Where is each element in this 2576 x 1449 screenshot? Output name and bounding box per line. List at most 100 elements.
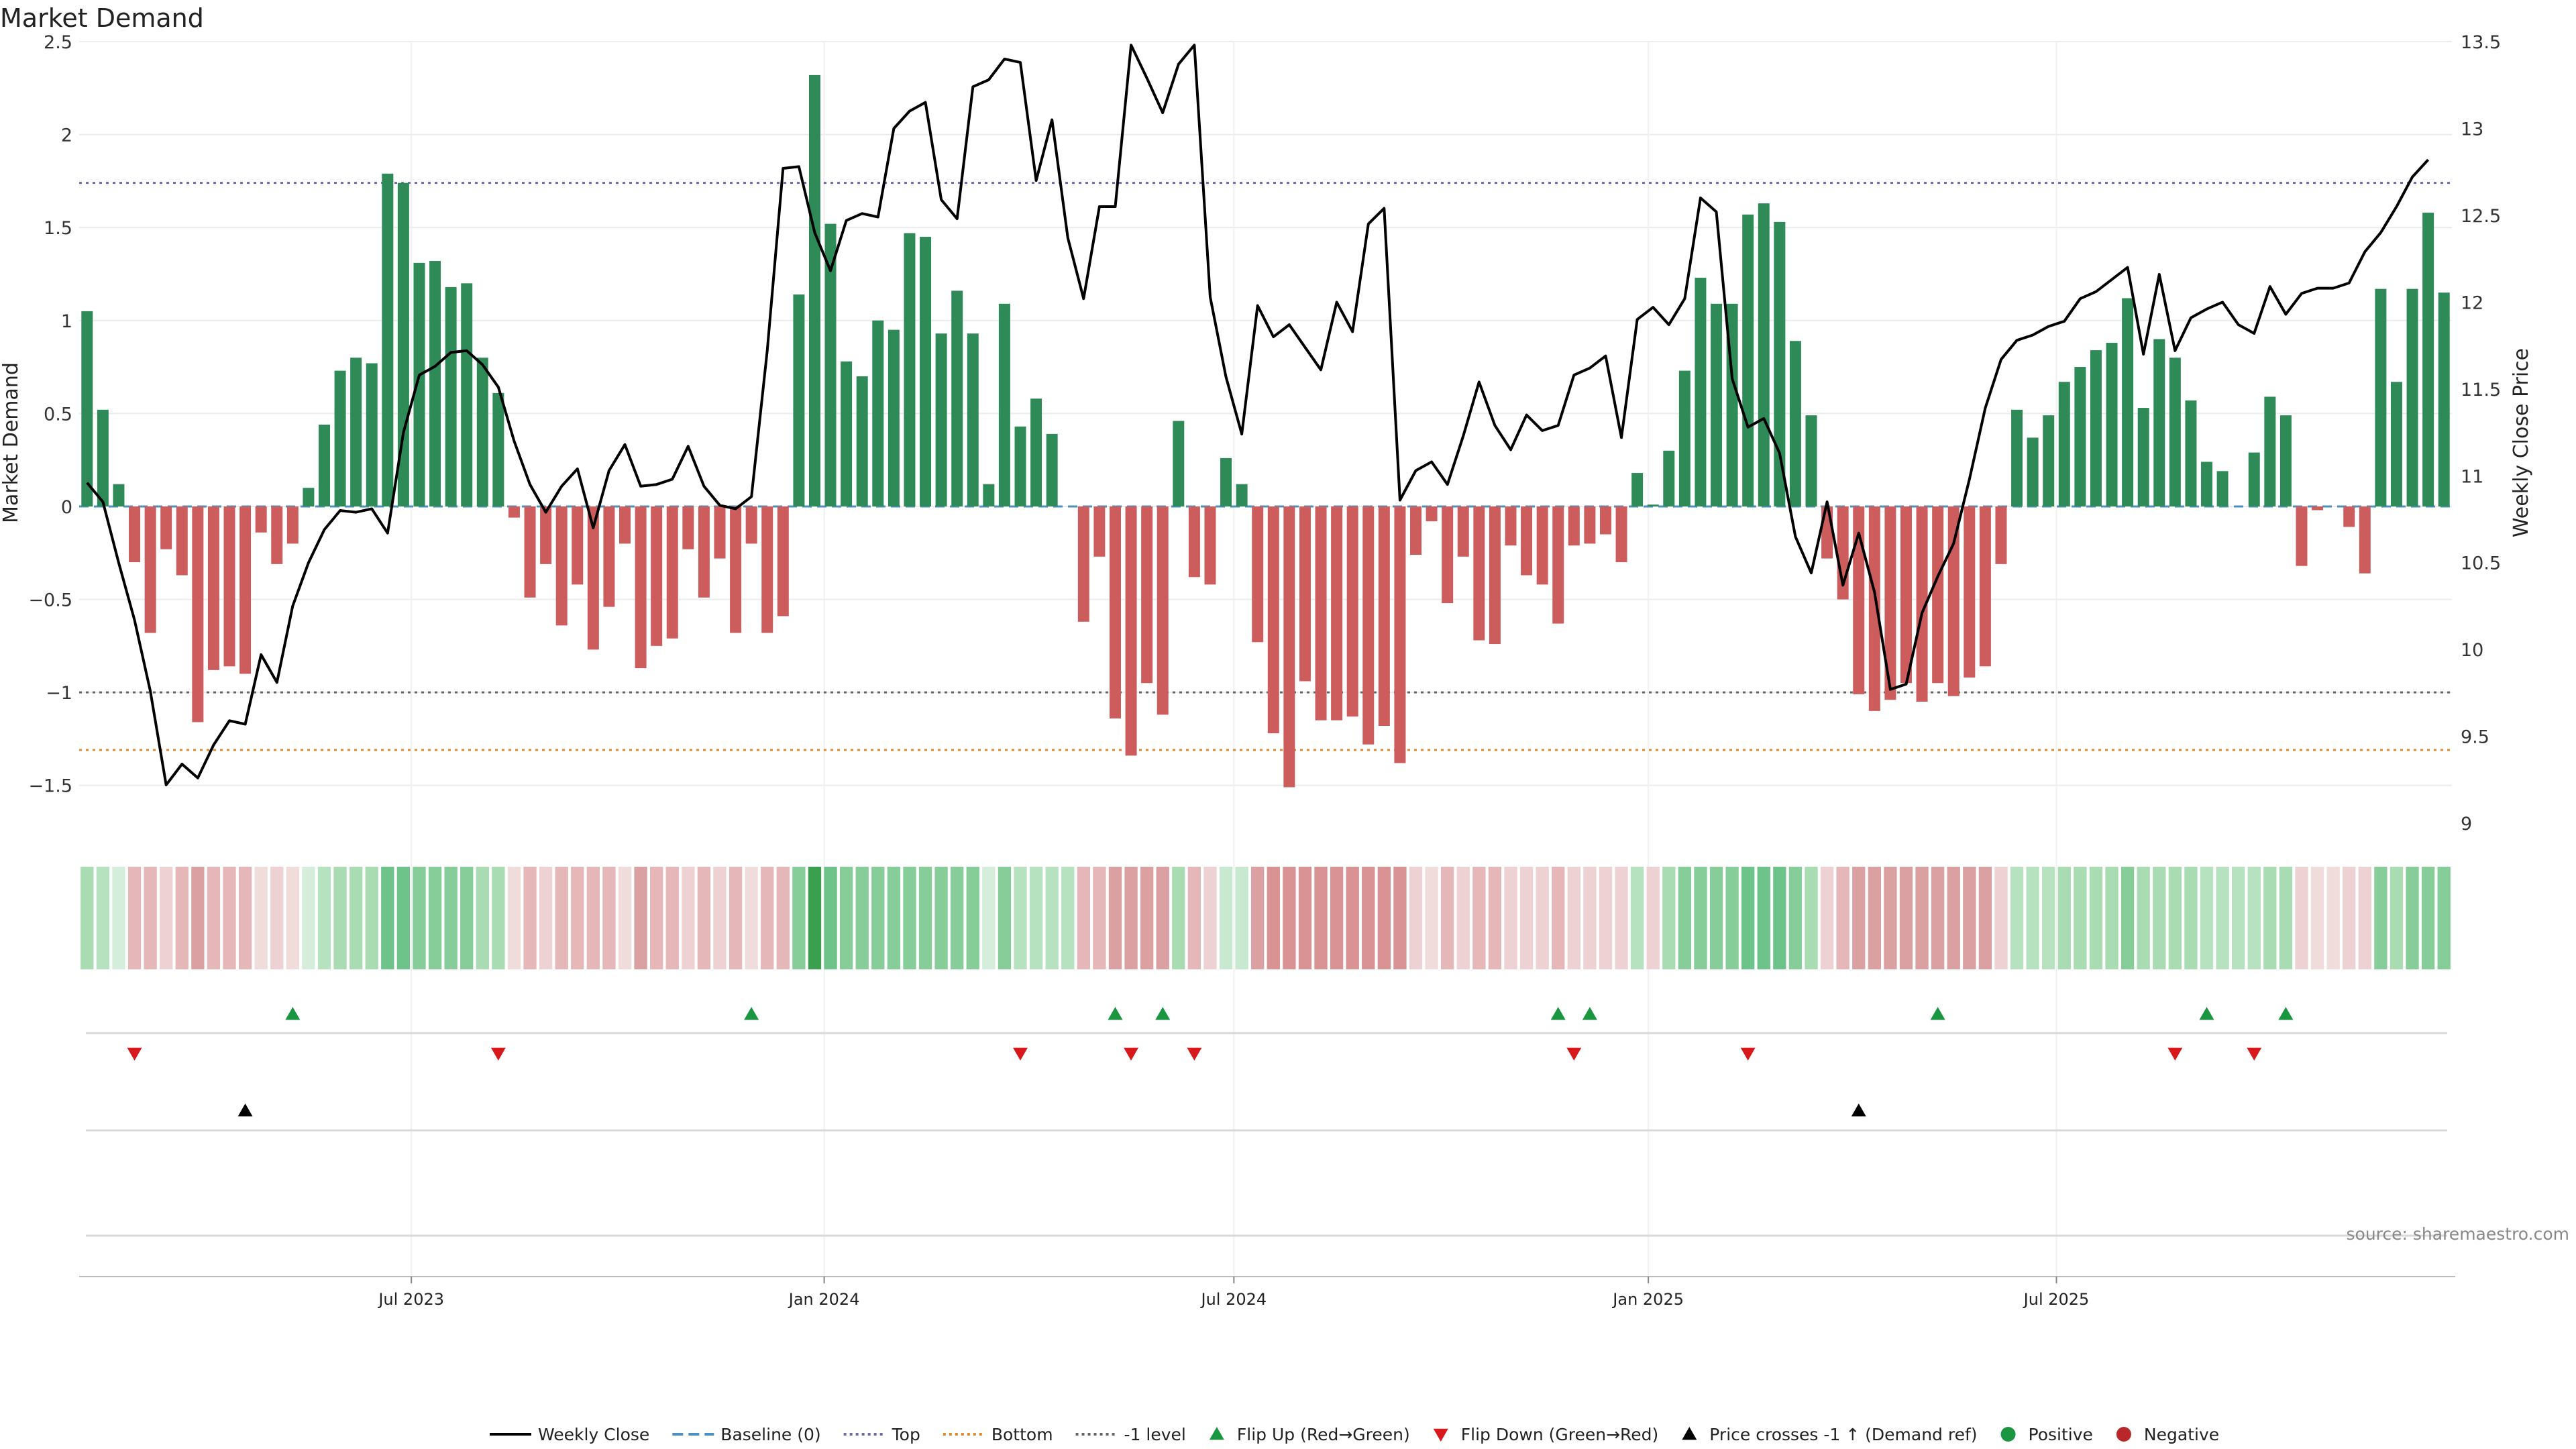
strip-cell <box>523 867 537 969</box>
demand-bar <box>935 333 947 506</box>
strip-cell <box>1472 867 1486 969</box>
strip-cell <box>476 867 489 969</box>
demand-bar <box>2390 382 2402 506</box>
demand-bar <box>303 488 315 506</box>
legend-item: -1 level <box>1075 1425 1186 1444</box>
demand-bar <box>2312 506 2324 511</box>
strip-cell <box>761 867 774 969</box>
demand-bar <box>1663 450 1675 506</box>
demand-bar <box>413 262 425 506</box>
demand-bar <box>777 506 789 616</box>
demand-bar <box>1125 506 1137 756</box>
strip-cell <box>2232 867 2245 969</box>
strip-cell <box>2074 867 2087 969</box>
strip-cell <box>1599 867 1613 969</box>
demand-bar <box>1995 506 2007 564</box>
demand-bar <box>1884 506 1896 700</box>
demand-bar <box>2043 415 2055 506</box>
demand-bar <box>2153 339 2165 506</box>
demand-bar <box>603 506 615 607</box>
demand-bar <box>1457 506 1469 557</box>
y-tick-label: 1 <box>61 311 72 332</box>
strip-cell <box>1519 867 1534 969</box>
strip-cell <box>1441 867 1454 969</box>
demand-bar <box>2375 288 2387 506</box>
legend-item: Positive <box>2000 1425 2093 1444</box>
strip-cell <box>2326 867 2340 969</box>
flip-down-marker <box>1740 1047 1756 1061</box>
strip-cell <box>2358 867 2371 969</box>
legend-item: Flip Up (Red→Green) <box>1209 1425 1410 1444</box>
strip-cell <box>1488 867 1502 969</box>
demand-bar <box>508 506 520 518</box>
demand-bar <box>808 74 820 506</box>
demand-bar <box>2248 452 2260 506</box>
demand-bar <box>1173 421 1185 506</box>
demand-bar <box>1442 506 1454 604</box>
strip-cell <box>824 867 837 969</box>
demand-bar <box>2406 288 2418 506</box>
strip-cell <box>1552 867 1565 969</box>
demand-bar <box>2359 506 2371 574</box>
demand-bar <box>888 329 900 506</box>
demand-bar <box>2279 415 2292 506</box>
source-note: source: sharemaestro.com <box>2347 1224 2570 1244</box>
strip-cell <box>665 867 679 969</box>
y2-tick-label: 9.5 <box>2461 727 2489 748</box>
strip-cell <box>1029 867 1043 969</box>
demand-bar <box>682 506 694 549</box>
strip-cell <box>2295 867 2308 969</box>
strip-cell <box>1899 867 1913 969</box>
demand-bar <box>1789 341 1801 506</box>
demand-bar <box>761 506 773 633</box>
demand-bar <box>904 233 916 506</box>
demand-bar <box>492 392 504 506</box>
flip-down-marker <box>490 1047 506 1061</box>
demand-bar <box>1868 506 1880 711</box>
legend-label: Price crosses -1 ↑ (Demand ref) <box>1709 1425 1977 1444</box>
strip-cell <box>2247 867 2261 969</box>
demand-bar <box>1900 506 1912 684</box>
demand-bar <box>1141 506 1153 684</box>
strip-cell <box>207 867 221 969</box>
strip-cell <box>460 867 474 969</box>
strip-cell <box>1662 867 1676 969</box>
strip-cell <box>934 867 948 969</box>
strip-cell <box>1868 867 1881 969</box>
demand-bar <box>461 283 473 506</box>
demand-bar <box>1299 506 1311 682</box>
strip-cell <box>1393 867 1407 969</box>
demand-bar <box>81 311 93 506</box>
legend-label: Positive <box>2029 1425 2093 1444</box>
demand-bar <box>476 358 488 506</box>
ylabel: Market Demand <box>0 362 23 523</box>
y-tick-label: −1.5 <box>28 776 72 797</box>
strip-cell <box>2263 867 2277 969</box>
legend-item: Price crosses -1 ↑ (Demand ref) <box>1682 1425 1978 1444</box>
demand-bar <box>1505 506 1517 546</box>
x-tick-label: Jul 2025 <box>2023 1290 2090 1309</box>
strip-cell <box>871 867 885 969</box>
strip-cell <box>1694 867 1707 969</box>
demand-bar <box>207 506 219 670</box>
strip-cell <box>918 867 932 969</box>
demand-bar <box>2422 213 2434 506</box>
strip-cell <box>1267 867 1280 969</box>
demand-bar <box>1758 203 1770 506</box>
strip-cell <box>2343 867 2356 969</box>
demand-bar <box>271 506 283 564</box>
strip-cell <box>1235 867 1248 969</box>
demand-bar <box>951 290 963 506</box>
demand-bar <box>1046 433 1058 506</box>
demand-bar <box>1916 506 1928 702</box>
x-tick-label: Jan 2024 <box>788 1290 860 1309</box>
legend-label: Flip Up (Red→Green) <box>1237 1425 1410 1444</box>
strip-cell <box>1630 867 1644 969</box>
demand-bar <box>1695 278 1707 506</box>
demand-bar <box>2074 367 2086 506</box>
y2-tick-label: 10.5 <box>2461 553 2501 574</box>
strip-cell <box>1836 867 1849 969</box>
demand-bar <box>1283 506 1295 788</box>
demand-bar <box>1252 506 1264 643</box>
